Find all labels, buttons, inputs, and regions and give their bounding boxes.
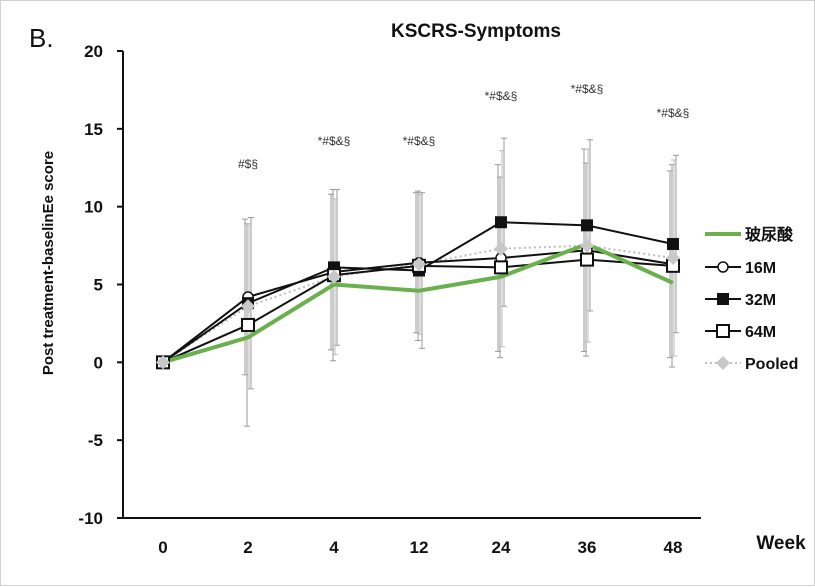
legend-label-Pooled: Pooled [745, 356, 798, 373]
data-point-Pooled [580, 238, 594, 253]
y-tick-label: 0 [94, 353, 103, 372]
y-tick-label: 5 [94, 276, 103, 295]
data-point-64M [494, 260, 508, 275]
x-tick-label: 12 [410, 538, 429, 557]
significance-label: *#$&§ [657, 106, 690, 120]
data-point-Pooled [156, 355, 170, 370]
x-tick-label: 36 [578, 538, 597, 557]
panel-label: B. [29, 23, 54, 53]
x-axis-label: Week [756, 533, 806, 554]
y-axis-label: Post treatment-baselinEe score [40, 151, 57, 375]
legend-marker-32M [717, 293, 729, 305]
data-point-64M [241, 317, 255, 332]
data-point-Pooled [327, 269, 341, 284]
x-tick-label: 2 [243, 538, 252, 557]
legend: 玻尿酸 16M 32M 64M Pooled [705, 225, 798, 373]
x-tick-label: 0 [158, 538, 167, 557]
data-point-Pooled [494, 241, 508, 256]
significance-label: *#$&§ [403, 134, 436, 148]
data-point-Pooled [666, 251, 680, 266]
x-tick-label: 24 [492, 538, 511, 557]
legend-label-玻尿酸: 玻尿酸 [745, 225, 794, 244]
y-tick-label: 20 [84, 42, 103, 61]
chart-title: KSCRS-Symptoms [391, 21, 561, 42]
data-point-Pooled [412, 257, 426, 272]
legend-marker-64M [716, 324, 730, 338]
data-point-64M [580, 252, 594, 267]
legend-label-16M: 16M [745, 260, 776, 277]
y-tick-label: 10 [84, 198, 103, 217]
legend-marker-16M [717, 261, 729, 273]
legend-marker-Pooled [716, 356, 730, 370]
y-tick-label: 15 [84, 120, 103, 139]
legend-label-32M: 32M [745, 292, 776, 309]
significance-label: #$§ [238, 157, 258, 171]
significance-label: *#$&§ [571, 82, 604, 96]
legend-label-64M: 64M [745, 324, 776, 341]
y-tick-label: -10 [78, 509, 103, 528]
data-point-32M [581, 219, 593, 232]
significance-label: *#$&§ [318, 134, 351, 148]
data-point-Pooled [241, 299, 255, 314]
series-markers [156, 216, 680, 370]
significance-label: *#$&§ [485, 89, 518, 103]
x-tick-label: 4 [329, 538, 339, 557]
data-point-32M [667, 238, 679, 251]
x-tick-label: 48 [664, 538, 683, 557]
significance-labels: #$§ *#$&§ *#$&§ *#$&§ *#$&§ *#$&§ [238, 82, 689, 171]
y-tick-label: -5 [88, 431, 103, 450]
data-point-32M [495, 216, 507, 229]
